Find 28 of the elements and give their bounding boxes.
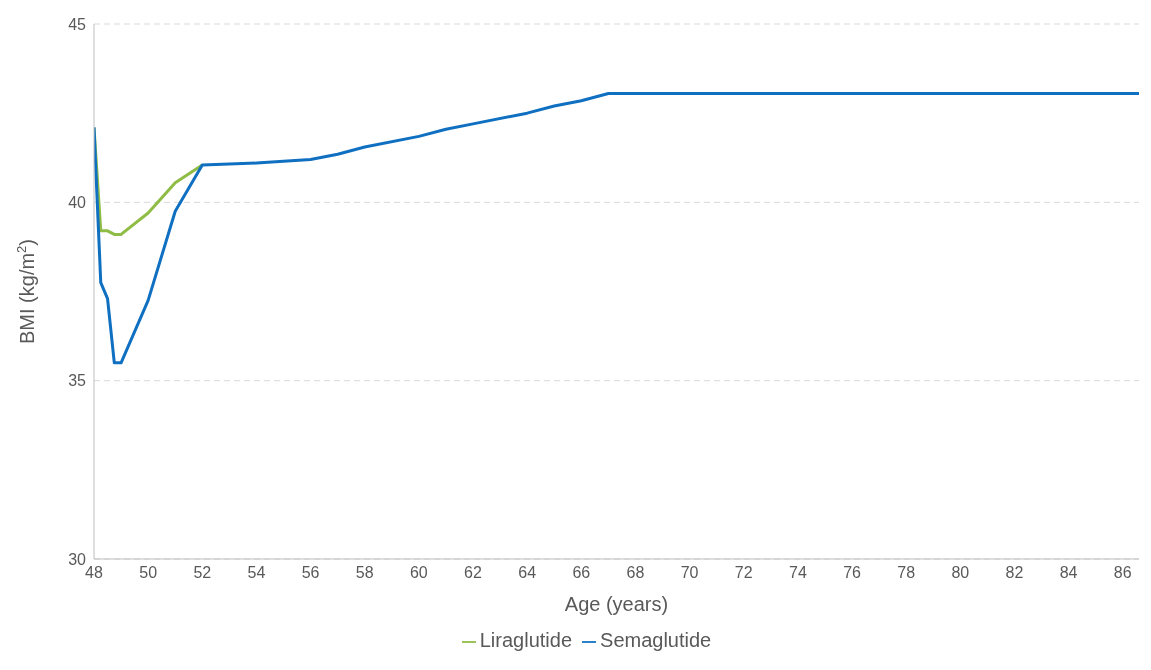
x-tick-label: 86 bbox=[1113, 564, 1132, 582]
x-tick-label: 48 bbox=[85, 564, 103, 582]
x-tick-label: 62 bbox=[464, 564, 483, 582]
x-tick-label: 72 bbox=[734, 564, 753, 582]
x-tick-label: 78 bbox=[897, 564, 916, 582]
y-tick-label: 40 bbox=[68, 194, 87, 212]
x-tick-label: 58 bbox=[355, 564, 374, 582]
legend-label: Semaglutide bbox=[600, 629, 712, 651]
legend-label: Liraglutide bbox=[479, 629, 573, 651]
x-axis-title: Age (years) bbox=[564, 593, 669, 615]
x-tick-label: 64 bbox=[518, 564, 537, 582]
x-tick-label: 68 bbox=[626, 564, 645, 582]
x-tick-label: 50 bbox=[139, 564, 158, 582]
x-tick-label: 76 bbox=[843, 564, 862, 582]
x-tick-label: 74 bbox=[788, 564, 807, 582]
x-tick-label: 52 bbox=[193, 564, 212, 582]
x-tick-label: 70 bbox=[680, 564, 699, 582]
x-tick-label: 66 bbox=[572, 564, 591, 582]
x-tick-label: 82 bbox=[1005, 564, 1024, 582]
y-tick-label: 35 bbox=[68, 372, 87, 390]
x-tick-label: 80 bbox=[951, 564, 970, 582]
x-tick-label: 84 bbox=[1059, 564, 1078, 582]
y-tick-label: 45 bbox=[68, 15, 87, 33]
line-series bbox=[94, 92, 1139, 365]
x-tick-label: 60 bbox=[409, 564, 428, 582]
x-tick-label: 54 bbox=[247, 564, 266, 582]
y-tick-label: 30 bbox=[68, 550, 87, 568]
x-tick-label: 56 bbox=[301, 564, 320, 582]
